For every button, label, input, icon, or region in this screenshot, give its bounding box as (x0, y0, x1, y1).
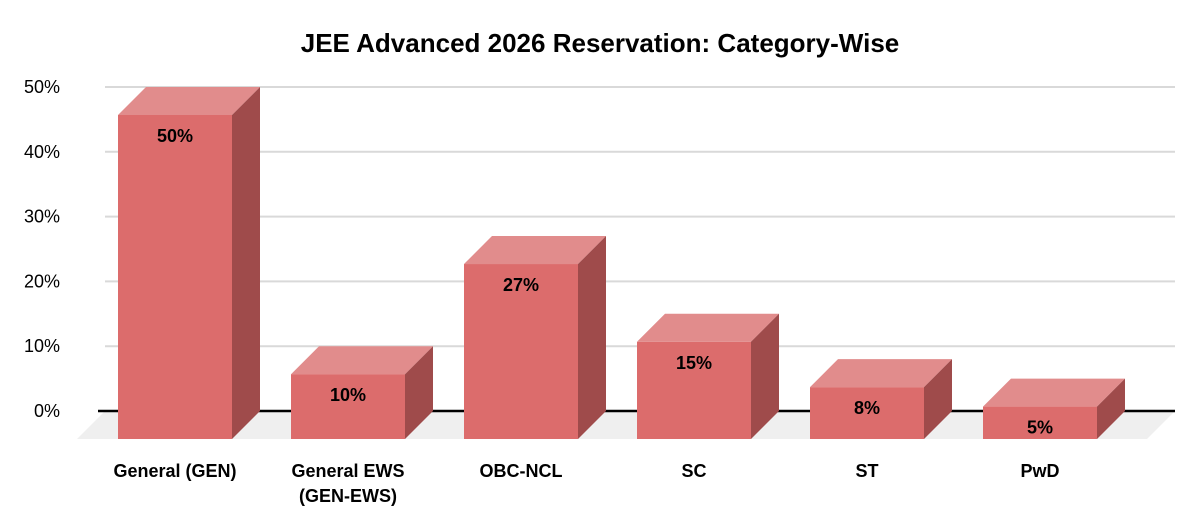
bar-side-face (578, 236, 606, 439)
bar-front-face (118, 115, 232, 439)
bar-value-label: 15% (676, 353, 712, 373)
bar-SC: 15% SC (637, 313, 779, 481)
bar-side-face (1097, 378, 1125, 439)
bar-top-face (118, 87, 260, 115)
y-axis-tick-label: 20% (24, 271, 60, 291)
category-label: General (GEN) (113, 461, 236, 481)
bar-top-face (464, 236, 606, 265)
bar-front-face (464, 264, 578, 439)
bar-top-face (291, 346, 433, 375)
bar-PwD: 5% PwD (983, 378, 1125, 481)
bar-top-face (637, 313, 779, 342)
bar-General (GEN): 50% General (GEN) (113, 87, 260, 481)
bar-side-face (751, 313, 779, 439)
category-label: PwD (1020, 461, 1059, 481)
bar-front-face (291, 374, 405, 439)
category-label: OBC-NCL (480, 461, 563, 481)
bar-front-face (983, 406, 1097, 439)
y-axis-tick-label: 0% (34, 401, 60, 421)
y-axis-tick-label: 10% (24, 336, 60, 356)
bar-ST: 8% ST (810, 359, 952, 481)
bar-front-face (637, 341, 751, 439)
bar-value-label: 50% (157, 126, 193, 146)
y-axis-tick-label: 40% (24, 142, 60, 162)
bar-General EWS: 10% General EWS (GEN-EWS) (291, 346, 433, 506)
bar-value-label: 10% (330, 385, 366, 405)
category-label: ST (855, 461, 878, 481)
bar-side-face (232, 87, 260, 439)
bar-top-face (810, 359, 952, 388)
bar-side-face (405, 346, 433, 439)
bar-value-label: 27% (503, 275, 539, 295)
chart-title: JEE Advanced 2026 Reservation: Category-… (300, 28, 900, 58)
category-label: SC (681, 461, 706, 481)
category-label: (GEN-EWS) (299, 486, 397, 506)
category-label: General EWS (291, 461, 404, 481)
bar-OBC-NCL: 27% OBC-NCL (464, 236, 606, 481)
y-axis-tick-label: 30% (24, 207, 60, 227)
bar-top-face (983, 378, 1125, 407)
bar-value-label: 5% (1027, 418, 1053, 438)
bar-side-face (924, 359, 952, 439)
y-axis-tick-label: 50% (24, 77, 60, 97)
bar-value-label: 8% (854, 398, 880, 418)
bar-front-face (810, 387, 924, 439)
